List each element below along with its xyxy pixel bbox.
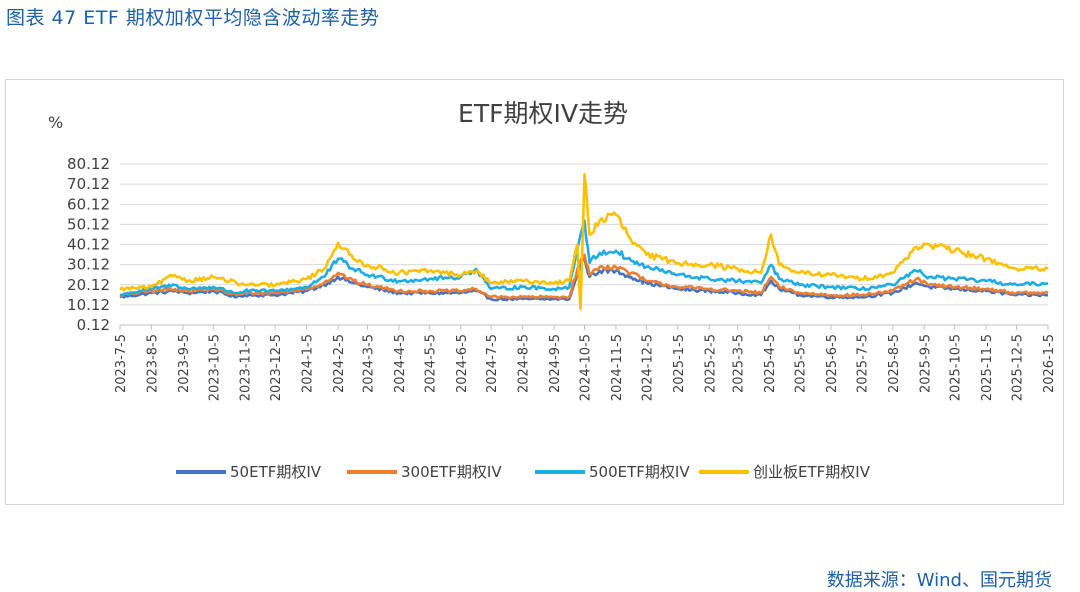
figure-title: 图表 47 ETF 期权加权平均隐含波动率走势 — [6, 7, 380, 29]
x-tick-label: 2025-4-5 — [763, 334, 778, 393]
source-note: 数据来源：Wind、国元期货 — [826, 570, 1052, 591]
x-tick-label: 2024-7-5 — [485, 334, 500, 393]
x-tick-label: 2024-8-5 — [517, 334, 532, 393]
y-axis-unit: % — [48, 113, 63, 132]
x-tick-label: 2025-12-5 — [1011, 334, 1026, 401]
x-tick-label: 2025-5-5 — [794, 334, 809, 393]
x-tick-label: 2025-1-5 — [672, 334, 687, 393]
x-tick-label: 2023-7-5 — [114, 334, 129, 393]
y-tick-label: 10.12 — [67, 296, 110, 314]
legend-label-2: 300ETF期权IV — [401, 463, 502, 481]
x-tick-label: 2024-11-5 — [610, 334, 625, 401]
x-tick-label: 2024-12-5 — [640, 334, 655, 401]
x-tick-label: 2025-3-5 — [732, 334, 747, 393]
y-tick-label: 60.12 — [67, 195, 110, 213]
y-tick-label: 20.12 — [67, 276, 110, 294]
x-tick-label: 2024-3-5 — [361, 334, 376, 393]
x-tick-label: 2026-1-5 — [1042, 334, 1057, 393]
x-tick-label: 2025-11-5 — [980, 334, 995, 401]
y-tick-label: 70.12 — [67, 175, 110, 193]
x-tick-label: 2023-12-5 — [269, 334, 284, 401]
x-tick-label: 2025-10-5 — [949, 334, 964, 401]
legend-label-3: 500ETF期权IV — [589, 463, 690, 481]
x-tick-label: 2025-2-5 — [703, 334, 718, 393]
y-tick-label: 0.12 — [77, 316, 110, 334]
chart-frame: ETF期权IV走势 % 0.12 10.12 20.12 30.12 40.12 50.1… — [5, 79, 1064, 505]
y-tick-label: 50.12 — [67, 215, 110, 233]
chart-title: ETF期权IV走势 — [458, 99, 628, 128]
x-tick-label: 2023-11-5 — [239, 334, 254, 401]
iv-line-chart: ETF期权IV走势 % 0.12 10.12 20.12 30.12 40.12 50.1… — [48, 99, 1057, 481]
x-tick-label: 2024-5-5 — [423, 334, 438, 393]
y-tick-label: 80.12 — [67, 155, 110, 173]
series-line-4 — [119, 173, 1049, 311]
x-tick-label: 2024-4-5 — [393, 334, 408, 393]
x-tick-label: 2024-6-5 — [455, 334, 470, 393]
x-axis-ticks: 2023-7-5 2023-8-5 2023-9-5 2023-10-5 2023-11… — [114, 325, 1057, 401]
x-tick-label: 2024-10-5 — [579, 334, 594, 401]
legend-label-4: 创业板ETF期权IV — [753, 463, 871, 481]
x-tick-label: 2025-9-5 — [918, 334, 933, 393]
x-tick-label: 2025-7-5 — [855, 334, 870, 393]
y-tick-label: 30.12 — [67, 256, 110, 274]
x-tick-label: 2025-8-5 — [887, 334, 902, 393]
x-tick-label: 2024-1-5 — [301, 334, 316, 393]
x-tick-label: 2025-6-5 — [825, 334, 840, 393]
legend: 50ETF期权IV 300ETF期权IV 500ETF期权IV 创业板ETF期权IV — [176, 463, 871, 481]
x-tick-label: 2024-2-5 — [332, 334, 347, 393]
x-tick-label: 2023-8-5 — [145, 334, 160, 393]
y-tick-label: 40.12 — [67, 236, 110, 254]
x-tick-label: 2024-9-5 — [548, 334, 563, 393]
x-tick-label: 2023-9-5 — [177, 334, 192, 393]
y-axis-ticks: 0.12 10.12 20.12 30.12 40.12 50.12 60.12 70.12 8… — [67, 155, 110, 334]
x-tick-label: 2023-10-5 — [207, 334, 222, 401]
legend-label-1: 50ETF期权IV — [230, 463, 322, 481]
series-layer — [119, 173, 1049, 311]
